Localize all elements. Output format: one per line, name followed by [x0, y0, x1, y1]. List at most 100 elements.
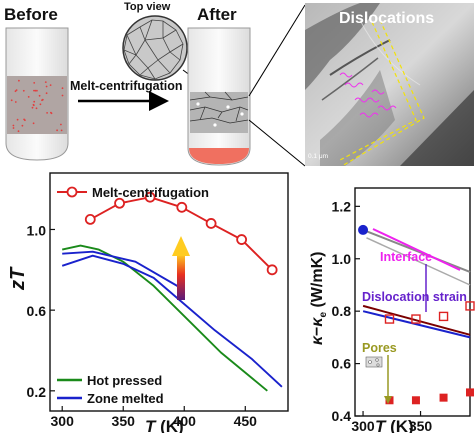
- kappa-ytick-label: 1.2: [332, 198, 352, 214]
- zt-plot-frame: [49, 172, 289, 412]
- kappa-ytick-label: 1.0: [332, 251, 352, 267]
- zt-legend: Melt-centrifugation Hot pressed Zone mel…: [57, 185, 209, 406]
- top-view-label: Top view: [124, 1, 171, 13]
- annotation-dislocation-strain: Dislocation strain: [362, 290, 467, 304]
- kappa-ytick-label: 0.4: [332, 408, 352, 424]
- scale-bar-label: 0.1 μm: [308, 153, 328, 160]
- particle-dot: [31, 106, 34, 109]
- particle-dot: [32, 122, 35, 125]
- particle-dot: [36, 89, 38, 92]
- grain-boundary-outline: [339, 21, 417, 161]
- kappa-ylabel: κ−κe (W/mK): [309, 252, 329, 345]
- zt-xtick-label: 350: [112, 413, 136, 429]
- zt-xtick-label: 300: [51, 413, 75, 429]
- kappa-data-point: [465, 301, 475, 311]
- annotation-pores: Pores: [362, 341, 397, 355]
- zt-xtick-label: 400: [173, 413, 197, 429]
- particle-dot: [45, 92, 48, 95]
- zt-series-hot-pressed: [61, 244, 268, 392]
- annotation-interface: Interface: [380, 250, 432, 264]
- tem-micrograph: Dislocations 0.1 μm: [305, 3, 474, 167]
- legend-label-hot-pressed: Hot pressed: [87, 373, 162, 388]
- particle-dot: [33, 82, 36, 84]
- after-liquid-residue: [189, 148, 249, 164]
- kappa-ytick-label: 0.6: [332, 356, 352, 372]
- particle-dot: [27, 96, 30, 98]
- zt-data-point: [144, 191, 156, 203]
- kappa-ytick-label: 0.8: [332, 303, 352, 319]
- zt-chart: zT T (K) 300 350 400 450 0.2 0.6 1.0 Melt-cent…: [7, 172, 289, 433]
- after-label: After: [197, 5, 237, 24]
- kappa-data-point: [411, 314, 421, 324]
- after-grain-boundaries: [189, 91, 249, 124]
- schematic-panel: Before After Top view Melt-centrifugatio…: [4, 1, 306, 167]
- particle-dot: [34, 89, 37, 92]
- kappa-series-line: [362, 228, 471, 273]
- particle-dot: [41, 98, 44, 101]
- zt-series-zone-melted-2: [62, 250, 185, 291]
- kappa-data-point: [438, 311, 449, 322]
- kappa-chart: κ−κe (W/mK) T (K) 300 3500.40.60.81.01.2 …: [309, 187, 475, 433]
- particle-dot: [45, 85, 48, 88]
- particle-dot: [14, 101, 17, 103]
- kappa-data-point: [466, 388, 474, 397]
- zt-series-zone-melted: [61, 254, 283, 388]
- particle-dot: [33, 100, 36, 103]
- particle-dot: [44, 81, 47, 83]
- kappa-xlabel: T (K): [375, 417, 414, 433]
- particle-dot: [50, 111, 52, 114]
- zt-ytick-label: 0.2: [27, 384, 47, 400]
- zoom-line-bottom: [248, 119, 306, 167]
- particle-dot: [32, 103, 35, 106]
- zt-increase-arrow: [172, 236, 190, 300]
- particle-dot: [61, 94, 64, 97]
- particle-dot: [38, 94, 41, 97]
- zt-ylabel: zT: [7, 266, 29, 291]
- process-label: Melt-centrifugation: [70, 79, 183, 93]
- particle-dot: [49, 84, 52, 86]
- kappa-data-point: [411, 396, 420, 405]
- zt-series: [61, 191, 283, 392]
- kappa-annotations: Interface Dislocation strain Pores: [362, 228, 467, 404]
- zoom-line-top: [248, 4, 306, 97]
- zt-data-point: [205, 218, 217, 229]
- kappa-data-point: [439, 393, 448, 402]
- zt-xlabel: T (K): [145, 417, 184, 433]
- kappa-series-line: [362, 310, 471, 339]
- particle-dot: [21, 124, 24, 127]
- legend-label-melt-centrifugation: Melt-centrifugation: [92, 185, 209, 200]
- kappa-series-line: [366, 237, 471, 286]
- particle-dot: [17, 130, 20, 133]
- zt-data-point: [266, 264, 278, 276]
- particle-dot: [46, 112, 48, 114]
- particle-dot: [15, 89, 18, 91]
- zt-ytick-label: 1.0: [27, 222, 47, 238]
- kappa-series: [358, 224, 475, 405]
- legend-marker-melt-centrifugation: [66, 186, 78, 198]
- zt-xtick-label: 450: [234, 413, 258, 429]
- zt-ytick-label: 0.6: [27, 303, 47, 319]
- before-particles: [10, 79, 64, 133]
- kappa-series-line: [362, 304, 471, 336]
- zt-data-point: [176, 201, 188, 213]
- particle-dot: [35, 107, 38, 110]
- particle-dot: [16, 118, 19, 121]
- particle-dot: [18, 79, 20, 82]
- particle-dot: [33, 89, 35, 92]
- particle-dot: [60, 123, 62, 126]
- particle-dot: [56, 129, 58, 132]
- kappa-xtick-label: 300: [351, 418, 375, 433]
- legend-label-zone-melted: Zone melted: [87, 391, 164, 406]
- zt-data-point: [114, 197, 125, 209]
- particle-dot: [12, 124, 15, 127]
- pores-icon: [365, 356, 383, 368]
- particle-dot: [12, 127, 15, 129]
- zt-axis-ticks: 300 350 400 450 0.2 0.6 1.0: [27, 222, 258, 429]
- particle-dot: [23, 118, 25, 121]
- particle-dot: [22, 89, 25, 92]
- top-view-grains: [122, 15, 188, 81]
- particle-dot: [39, 103, 42, 106]
- micrograph-label: Dislocations: [339, 10, 434, 27]
- kappa-data-point: [358, 224, 369, 235]
